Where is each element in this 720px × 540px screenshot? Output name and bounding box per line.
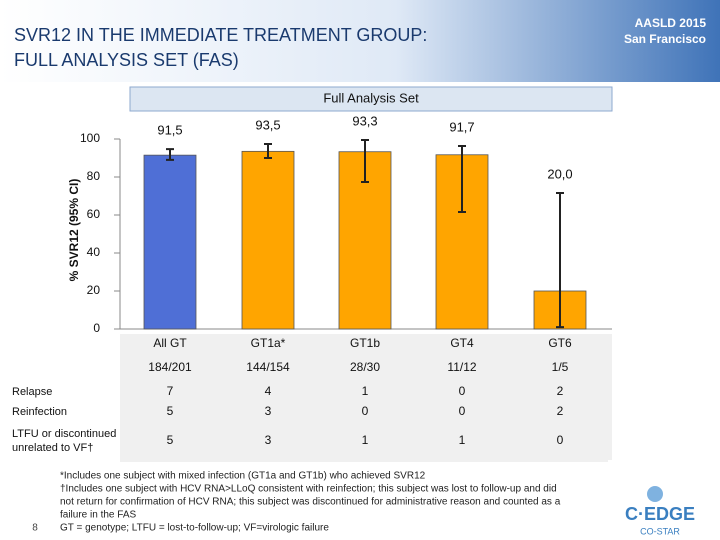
- y-tick-label: 0: [93, 321, 100, 335]
- x-tick-label: GT6: [548, 336, 572, 350]
- x-tick-label: GT1a*: [251, 336, 286, 350]
- cell: 0: [557, 433, 564, 447]
- x-tick-label: All GT: [153, 336, 187, 350]
- cell: 0: [362, 404, 369, 418]
- y-tick-label: 100: [80, 131, 100, 145]
- cell: 1: [362, 433, 369, 447]
- n-label: 184/201: [148, 360, 192, 374]
- logo-area: [608, 460, 720, 540]
- cell: 3: [265, 433, 272, 447]
- cell: 4: [265, 384, 272, 398]
- cell: 2: [557, 384, 564, 398]
- n-label: 1/5: [552, 360, 569, 374]
- value-label: 91,7: [449, 119, 474, 134]
- logo-icon: [647, 486, 663, 502]
- error-bar: [556, 191, 564, 329]
- header-band: [0, 0, 720, 82]
- row-label: LTFU or discontinued: [12, 428, 116, 440]
- cell: 0: [459, 384, 466, 398]
- logo-main: C·EDGE: [625, 504, 695, 524]
- legend-label: Full Analysis Set: [323, 90, 419, 105]
- cell: 0: [459, 404, 466, 418]
- slide-title: SVR12 IN THE IMMEDIATE TREATMENT GROUP:: [14, 25, 427, 45]
- cell: 7: [167, 384, 174, 398]
- bar: [241, 150, 295, 330]
- cell: 1: [362, 384, 369, 398]
- y-tick-label: 20: [87, 283, 101, 297]
- x-tick-label: GT4: [450, 336, 474, 350]
- error-bar: [264, 142, 272, 159]
- cell: 1: [459, 433, 466, 447]
- n-label: 11/12: [447, 360, 476, 374]
- bar: [435, 154, 489, 330]
- value-label: 91,5: [157, 123, 182, 138]
- legend-box: [129, 86, 613, 112]
- cell: 5: [167, 404, 174, 418]
- slide-title: FULL ANALYSIS SET (FAS): [14, 50, 239, 70]
- y-tick-label: 40: [87, 245, 101, 259]
- n-label: 28/30: [350, 360, 380, 374]
- footnote: not return for confirmation of HCV RNA; …: [60, 497, 561, 508]
- row-label: Reinfection: [12, 406, 67, 418]
- conference: AASLD 2015: [635, 16, 707, 30]
- conference: San Francisco: [624, 32, 706, 46]
- bar: [143, 154, 197, 330]
- error-bar: [361, 138, 369, 183]
- cell: 5: [167, 433, 174, 447]
- footnote: failure in the FAS: [60, 510, 136, 521]
- y-axis-label: % SVR12 (95% CI): [67, 179, 81, 282]
- n-label: 144/154: [246, 360, 290, 374]
- slide-number: 8: [32, 523, 38, 534]
- row-label: unrelated to VF†: [12, 442, 93, 454]
- footnote: †Includes one subject with HCV RNA>LLoQ …: [60, 484, 557, 495]
- row-label: Relapse: [12, 386, 52, 398]
- logo-sub: CO-STAR: [640, 526, 680, 536]
- error-bar: [166, 148, 174, 161]
- x-tick-label: GT1b: [350, 336, 380, 350]
- footnote: *Includes one subject with mixed infecti…: [60, 471, 426, 482]
- table-background: [120, 334, 612, 462]
- footnote: GT = genotype; LTFU = lost-to-follow-up;…: [60, 523, 329, 534]
- cell: 3: [265, 404, 272, 418]
- value-label: 93,3: [352, 113, 377, 128]
- y-tick-label: 60: [87, 207, 101, 221]
- error-bar: [458, 145, 466, 213]
- value-label: 20,0: [547, 166, 572, 181]
- value-label: 93,5: [255, 117, 280, 132]
- y-tick-label: 80: [87, 169, 101, 183]
- cell: 2: [557, 404, 564, 418]
